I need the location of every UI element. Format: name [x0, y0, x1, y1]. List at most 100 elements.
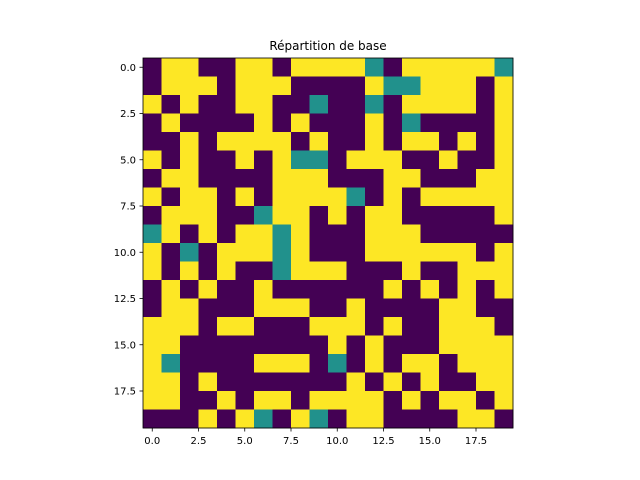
- heatmap-cell: [383, 280, 403, 299]
- heatmap-cell: [198, 298, 218, 318]
- heatmap-cell: [309, 95, 329, 114]
- heatmap-cell: [457, 335, 477, 355]
- heatmap-cell: [365, 335, 384, 355]
- heatmap-cell: [457, 280, 477, 299]
- heatmap-cell: [402, 113, 421, 133]
- heatmap-cell: [457, 224, 477, 244]
- heatmap-cell: [180, 169, 199, 188]
- heatmap-cell: [476, 169, 495, 188]
- heatmap-cell: [272, 76, 292, 96]
- heatmap-cell: [346, 224, 366, 244]
- heatmap-cell: [328, 206, 347, 225]
- heatmap-cell: [180, 76, 199, 96]
- x-tick-label: 7.5: [283, 436, 299, 447]
- heatmap-cell: [217, 280, 236, 299]
- heatmap-cell: [272, 317, 292, 336]
- heatmap-cell: [365, 113, 384, 133]
- heatmap-cell: [291, 95, 310, 114]
- heatmap-cell: [309, 354, 329, 373]
- heatmap-cell: [383, 298, 403, 318]
- y-axis: 0.0 2.5 5.0 7.5 10.0 12.5 15.0 17.5: [114, 63, 143, 398]
- heatmap-cell: [161, 150, 181, 170]
- heatmap-cell: [180, 132, 199, 151]
- heatmap-cell: [457, 187, 477, 207]
- heatmap-cell: [346, 317, 366, 336]
- heatmap-cell: [328, 95, 347, 114]
- heatmap-cell: [272, 169, 292, 188]
- heatmap-cell: [402, 409, 421, 429]
- heatmap-cell: [494, 298, 514, 318]
- heatmap-cell: [161, 391, 181, 410]
- heatmap-cell: [383, 169, 403, 188]
- heatmap-cell: [328, 243, 347, 262]
- heatmap-cell: [383, 76, 403, 96]
- heatmap-cell: [439, 76, 458, 96]
- heatmap-cell: [494, 372, 514, 392]
- heatmap-cell: [383, 391, 403, 410]
- heatmap-cell: [420, 261, 440, 281]
- heatmap-cell: [365, 58, 384, 77]
- chart-title: Répartition de base: [269, 39, 386, 53]
- heatmap-cell: [365, 150, 384, 170]
- heatmap-cell: [309, 76, 329, 96]
- heatmap-cell: [161, 206, 181, 225]
- heatmap-cell: [346, 76, 366, 96]
- heatmap-cell: [420, 169, 440, 188]
- y-tick-label: 2.5: [120, 109, 136, 120]
- heatmap-cell: [383, 261, 403, 281]
- heatmap-cell: [180, 113, 199, 133]
- heatmap-cell: [439, 169, 458, 188]
- heatmap-cell: [420, 391, 440, 410]
- heatmap-cell: [309, 317, 329, 336]
- heatmap-cell: [476, 409, 495, 429]
- heatmap-cell: [494, 169, 514, 188]
- heatmap-cell: [346, 261, 366, 281]
- heatmap-cell: [291, 58, 310, 77]
- heatmap-cell: [383, 206, 403, 225]
- heatmap-cell: [235, 243, 255, 262]
- heatmap-cell: [439, 95, 458, 114]
- heatmap-cell: [420, 76, 440, 96]
- heatmap-cell: [272, 58, 292, 77]
- heatmap-cell: [402, 150, 421, 170]
- heatmap-cell: [180, 280, 199, 299]
- y-tick-label: 17.5: [114, 387, 136, 398]
- heatmap-cell: [439, 58, 458, 77]
- heatmap-cell: [143, 280, 162, 299]
- heatmap-cell: [254, 95, 273, 114]
- heatmap-cell: [476, 58, 495, 77]
- heatmap-cell: [291, 187, 310, 207]
- heatmap-cell: [143, 243, 162, 262]
- heatmap-cell: [420, 95, 440, 114]
- heatmap-cell: [161, 261, 181, 281]
- heatmap-cell: [143, 335, 162, 355]
- heatmap-cell: [198, 409, 218, 429]
- heatmap-cell: [161, 58, 181, 77]
- heatmap-cell: [291, 317, 310, 336]
- heatmap-cell: [291, 354, 310, 373]
- heatmap-cell: [143, 150, 162, 170]
- heatmap-cell: [161, 113, 181, 133]
- heatmap-cell: [217, 113, 236, 133]
- heatmap-cell: [254, 354, 273, 373]
- heatmap-cell: [457, 409, 477, 429]
- heatmap-cell: [457, 76, 477, 96]
- heatmap-cell: [217, 261, 236, 281]
- heatmap-cell: [272, 243, 292, 262]
- heatmap-cell: [457, 58, 477, 77]
- heatmap-cell: [328, 224, 347, 244]
- heatmap-cell: [346, 354, 366, 373]
- heatmap-cell: [346, 169, 366, 188]
- heatmap-cell: [402, 169, 421, 188]
- heatmap-cell: [457, 298, 477, 318]
- heatmap-cell: [420, 132, 440, 151]
- heatmap-cell: [383, 58, 403, 77]
- heatmap-cell: [439, 335, 458, 355]
- heatmap-cell: [217, 187, 236, 207]
- heatmap-cell: [494, 132, 514, 151]
- heatmap-cell: [217, 391, 236, 410]
- heatmap-cell: [143, 224, 162, 244]
- heatmap-cell: [235, 206, 255, 225]
- heatmap-cell: [309, 372, 329, 392]
- heatmap-cell: [476, 76, 495, 96]
